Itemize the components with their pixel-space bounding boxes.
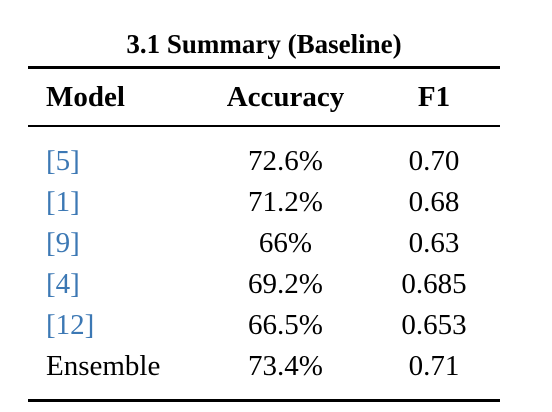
model-cell: [1] (28, 186, 203, 219)
model-cell: [9] (28, 227, 203, 260)
accuracy-cell: 66.5% (248, 309, 323, 341)
model-cell: [5] (28, 145, 203, 178)
header-rule (28, 125, 500, 127)
model-cell: Ensemble (46, 350, 161, 382)
accuracy-cell: 66% (258, 227, 313, 259)
table-caption: 3.1 Summary (Baseline) (126, 29, 402, 59)
f1-cell: 0.63 (408, 227, 460, 259)
accuracy-cell: 72.6% (248, 145, 323, 177)
f1-cell: 0.68 (408, 186, 460, 218)
header-row: Model Accuracy F1 (28, 69, 500, 125)
f1-cell: 0.70 (408, 145, 460, 177)
model-cell: [12] (28, 309, 203, 342)
accuracy-cell: 69.2% (248, 268, 323, 300)
citation-link[interactable]: [5] (46, 145, 80, 177)
results-table: 3.1 Summary (Baseline) Model Accuracy F1… (28, 28, 500, 402)
top-rule (28, 66, 500, 69)
f1-cell: 0.653 (401, 309, 467, 341)
bottom-rule (28, 399, 500, 402)
table-row: [4] 69.2% 0.685 (28, 264, 500, 305)
header-f1: F1 (417, 80, 451, 113)
citation-link[interactable]: [1] (46, 186, 80, 218)
model-cell: [4] (28, 268, 203, 301)
citation-link[interactable]: [9] (46, 227, 80, 259)
f1-cell: 0.685 (401, 268, 467, 300)
table-row: [9] 66% 0.63 (28, 223, 500, 264)
table-row: [1] 71.2% 0.68 (28, 182, 500, 223)
table-row: [5] 72.6% 0.70 (28, 141, 500, 182)
table-row: [12] 66.5% 0.653 (28, 305, 500, 346)
citation-link[interactable]: [4] (46, 268, 80, 300)
header-model: Model (46, 80, 125, 113)
header-accuracy: Accuracy (226, 80, 345, 113)
table-row: Ensemble 73.4% 0.71 (28, 346, 500, 387)
citation-link[interactable]: [12] (46, 309, 95, 341)
accuracy-cell: 71.2% (248, 186, 323, 218)
f1-cell: 0.71 (408, 350, 460, 382)
accuracy-cell: 73.4% (248, 350, 323, 382)
